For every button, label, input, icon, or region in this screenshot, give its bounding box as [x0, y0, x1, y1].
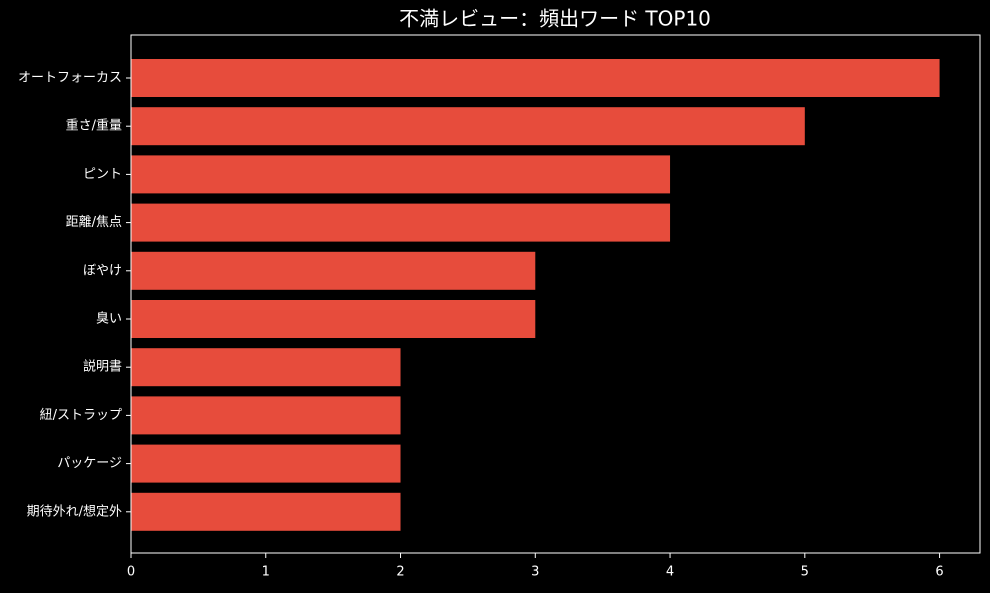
x-tick-label: 0	[127, 565, 135, 580]
bar	[131, 59, 940, 97]
x-tick-label: 5	[801, 565, 809, 580]
bar	[131, 155, 671, 194]
bar	[131, 348, 401, 387]
x-tick-label: 2	[396, 565, 404, 580]
y-tick-label: 距離/焦点	[66, 215, 122, 230]
y-tick-label: 重さ/重量	[66, 118, 122, 134]
y-tick-label: 説明書	[83, 359, 122, 375]
bar	[131, 396, 401, 435]
y-tick-label: パッケージ	[57, 456, 122, 471]
y-tick-label: 臭い	[96, 312, 122, 327]
plot-frame	[130, 34, 981, 554]
chart-title: 不満レビュー：頻出ワード TOP10	[399, 7, 711, 31]
y-tick-label: 紐/ストラップ	[40, 408, 122, 423]
y-tick-label: 期待外れ/想定外	[27, 503, 122, 519]
bar	[131, 251, 536, 290]
bar	[131, 492, 401, 531]
x-tick-label: 6	[935, 565, 943, 580]
x-tick-label: 4	[666, 565, 674, 580]
bar	[131, 107, 805, 146]
x-tick-label: 1	[262, 565, 270, 580]
bar	[131, 444, 401, 483]
y-tick-label: オートフォーカス	[18, 71, 122, 86]
bar	[131, 203, 671, 242]
bar	[131, 300, 536, 338]
y-tick-label: ピント	[83, 167, 122, 182]
y-tick-label: ぼやけ	[83, 263, 122, 278]
x-tick-label: 3	[531, 565, 539, 580]
